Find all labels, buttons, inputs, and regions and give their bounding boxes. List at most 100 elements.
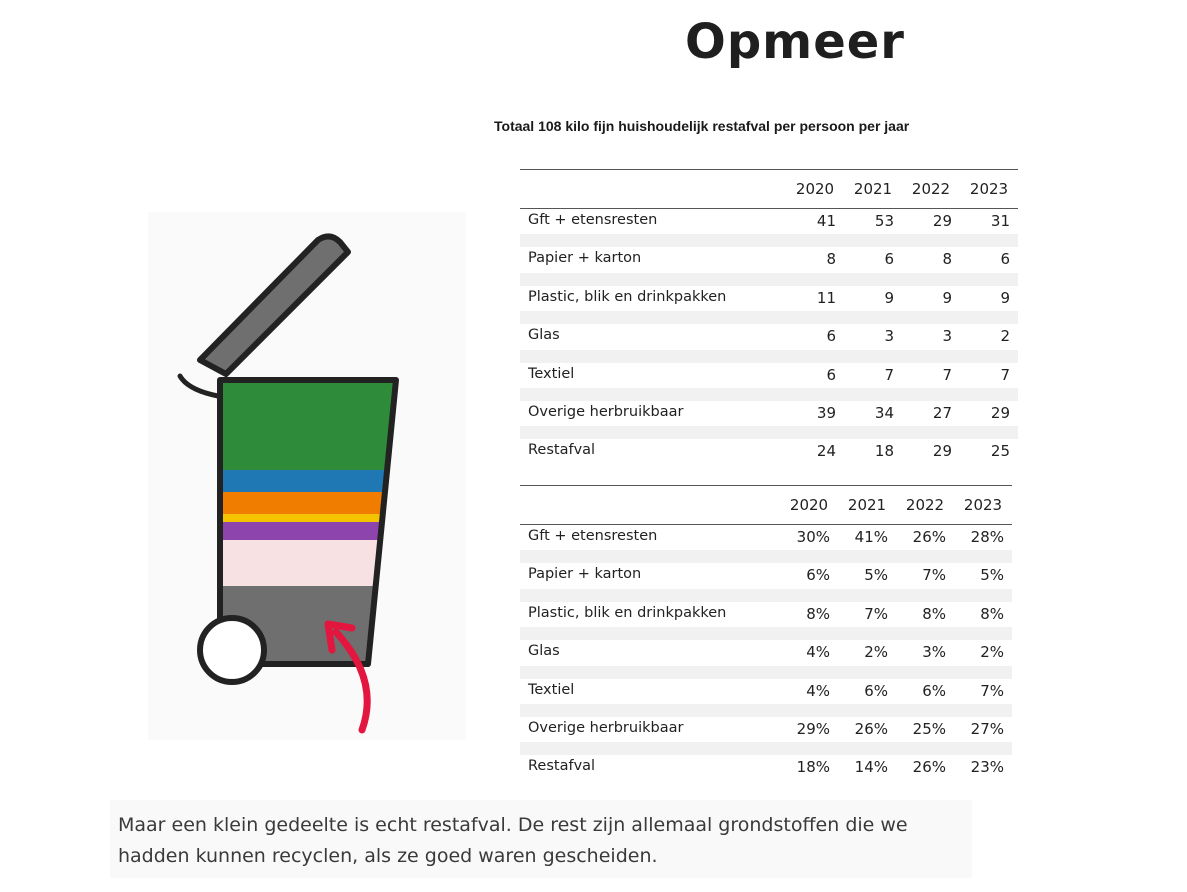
- table-cell: 5%: [980, 566, 1004, 585]
- waste-bin-illustration: [148, 212, 466, 740]
- table-cell: 6: [884, 250, 894, 269]
- table-cell: 6: [1000, 250, 1010, 269]
- table-row: Textiel 6 7 7 7: [520, 363, 1018, 402]
- table-cell: 3: [942, 327, 952, 346]
- table-row: Gft + etensresten 30% 41% 26% 28%: [520, 525, 1012, 564]
- page-title: Opmeer: [685, 14, 905, 70]
- table-row: Glas 6 3 3 2: [520, 324, 1018, 363]
- table-cell: 18%: [796, 758, 830, 777]
- table-row: Overige herbruikbaar 29% 26% 25% 27%: [520, 717, 1012, 756]
- arrow-head: [324, 620, 356, 654]
- row-label: Textiel: [528, 681, 575, 698]
- table-cell: 26%: [912, 758, 946, 777]
- table-cell: 3: [884, 327, 894, 346]
- table-row: Restafval 24 18 29 25: [520, 439, 1018, 477]
- row-label: Textiel: [528, 365, 575, 382]
- table-cell: 26%: [912, 528, 946, 546]
- row-label: Overige herbruikbaar: [528, 403, 684, 420]
- table-cell: 8: [942, 250, 952, 269]
- table-cell: 6%: [864, 681, 888, 700]
- row-label: Plastic, blik en drinkpakken: [528, 604, 727, 621]
- table-cell: 27%: [970, 719, 1004, 738]
- table-cell: 2%: [864, 643, 888, 662]
- table-cell: 8: [826, 250, 836, 269]
- year-header: 2023: [969, 180, 1009, 198]
- row-label: Papier + karton: [528, 566, 642, 583]
- table-cell: 29: [932, 442, 952, 461]
- waste-bin-icon: [177, 233, 399, 734]
- caption-text: Maar een klein gedeelte is echt restafva…: [110, 800, 972, 878]
- table-row: Restafval 18% 14% 26% 23%: [520, 755, 1012, 793]
- year-header: 2020: [789, 496, 829, 514]
- table-cell: 6%: [922, 681, 946, 700]
- row-label: Papier + karton: [528, 250, 642, 267]
- table-cell: 29: [990, 403, 1010, 422]
- table-cell: 18: [874, 442, 894, 461]
- table-cell: 39: [816, 403, 836, 422]
- table-cell: 8%: [922, 604, 946, 623]
- bin-layer-textiel: [220, 522, 396, 540]
- table-cell: 4%: [806, 643, 830, 662]
- table-row: Textiel 4% 6% 6% 7%: [520, 679, 1012, 718]
- table-cell: 24: [816, 442, 836, 461]
- table-percentages: 2020 2021 2022 2023 Gft + etensresten 30%…: [520, 485, 1012, 794]
- bin-layer-gft: [220, 380, 396, 470]
- year-header: 2022: [905, 496, 945, 514]
- row-label: Overige herbruikbaar: [528, 719, 684, 736]
- table-cell: 53: [874, 212, 894, 230]
- row-label: Gft + etensresten: [528, 528, 658, 544]
- bin-outline: [217, 377, 399, 667]
- table-cell: 14%: [854, 758, 888, 777]
- table-cell: 2%: [980, 643, 1004, 662]
- table-cell: 7%: [922, 566, 946, 585]
- table-cell: 2: [1000, 327, 1010, 346]
- table-row: Plastic, blik en drinkpakken 11 9 9 9: [520, 286, 1018, 325]
- table-cell: 6: [826, 327, 836, 346]
- row-label: Restafval: [528, 442, 596, 459]
- arrow-curve: [332, 628, 371, 734]
- table-cell: 8%: [980, 604, 1004, 623]
- bin-hinge: [177, 373, 221, 399]
- table-row: Gft + etensresten 41 53 29 31: [520, 209, 1018, 248]
- table-cell: 41: [816, 212, 836, 230]
- table-cell: 7: [1000, 365, 1010, 384]
- table-cell: 9: [884, 288, 894, 307]
- year-header: 2021: [847, 496, 887, 514]
- table-row: Papier + karton 6% 5% 7% 5%: [520, 563, 1012, 603]
- bin-layer-glas: [220, 514, 396, 522]
- bin-layer-overige: [220, 540, 396, 586]
- row-label: Restafval: [528, 758, 596, 775]
- table-cell: 4%: [806, 681, 830, 700]
- table-cell: 29%: [796, 719, 830, 738]
- row-label: Gft + etensresten: [528, 212, 658, 228]
- table-cell: 6: [826, 365, 836, 384]
- table-cell: 31: [990, 212, 1010, 230]
- table-cell: 41%: [854, 528, 888, 546]
- year-header: 2022: [911, 180, 951, 198]
- table-cell: 28%: [970, 528, 1004, 546]
- table-row: Glas 4% 2% 3% 2%: [520, 640, 1012, 679]
- bin-lid: [197, 233, 351, 377]
- table-cell: 25%: [912, 719, 946, 738]
- table-cell: 27: [932, 403, 952, 422]
- table-cell: 5%: [864, 566, 888, 585]
- bin-wheel: [197, 615, 267, 685]
- year-header: 2023: [963, 496, 1003, 514]
- table-cell: 8%: [806, 604, 830, 623]
- bin-layer-plastic: [220, 492, 396, 514]
- table-cell: 3%: [922, 643, 946, 662]
- table-cell: 9: [942, 288, 952, 307]
- table-kilo-per-person: 2020 2021 2022 2023 Gft + etensresten 41 5…: [520, 169, 1018, 478]
- table-cell: 25: [990, 442, 1010, 461]
- table-cell: 9: [1000, 288, 1010, 307]
- table-cell: 34: [874, 403, 894, 422]
- table-header: 2020 2021 2022 2023: [520, 485, 1012, 525]
- table-cell: 6%: [806, 566, 830, 585]
- table-cell: 7: [942, 365, 952, 384]
- row-label: Glas: [528, 643, 560, 660]
- year-header: 2020: [795, 180, 835, 198]
- bin-layer-papier: [220, 470, 396, 492]
- table-header: 2020 2021 2022 2023: [520, 169, 1018, 209]
- row-label: Glas: [528, 327, 560, 344]
- table-cell: 7%: [980, 681, 1004, 700]
